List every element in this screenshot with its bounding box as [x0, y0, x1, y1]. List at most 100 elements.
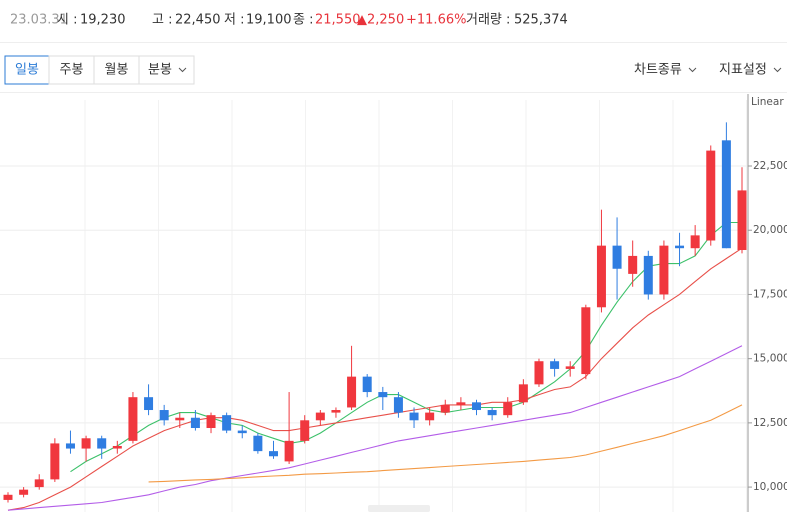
scale-label: Linear [751, 96, 784, 108]
candle [3, 492, 13, 503]
moving-average-line [148, 404, 743, 483]
candle [612, 217, 622, 300]
candle-body [721, 140, 731, 249]
candle [331, 407, 341, 418]
candle-body [440, 404, 450, 413]
candle [34, 474, 44, 490]
candle-body [581, 307, 591, 375]
toolbar: 일봉 주봉 월봉 분봉 차트종류 지표설정 [0, 42, 787, 85]
menu-label: 차트종류 [634, 63, 682, 78]
menu-label: 지표설정 [719, 63, 767, 78]
candle [65, 430, 75, 454]
candle [112, 440, 122, 454]
candle [300, 415, 310, 444]
candle-body [65, 443, 75, 449]
candle-body [19, 489, 29, 495]
candle [487, 407, 497, 421]
candle-body [284, 440, 294, 462]
candle-body [81, 438, 91, 449]
candle-body [550, 361, 560, 369]
candle-body [144, 397, 154, 411]
candle [222, 412, 232, 434]
button-frame [48, 55, 95, 85]
candle [206, 412, 216, 434]
candle-body [378, 392, 388, 398]
candle-body [628, 255, 638, 274]
menu-button[interactable]: 지표설정 [719, 63, 782, 78]
button-label: 분봉 [148, 63, 172, 78]
date: 23.03.31 [10, 13, 68, 28]
candle [347, 345, 357, 411]
candle [190, 410, 200, 431]
low-value: 19,100 [246, 13, 292, 28]
candle [268, 440, 278, 459]
scroll-handle[interactable] [368, 505, 430, 512]
candle [128, 392, 138, 444]
button-frame [138, 55, 195, 85]
chevron-icon [688, 67, 697, 73]
candle [425, 407, 435, 426]
change: ▲2,250 [357, 13, 404, 28]
candle-body [690, 235, 700, 249]
candle-body [300, 420, 310, 441]
candle [253, 433, 263, 454]
candle-body [268, 451, 278, 457]
candle-body [487, 410, 497, 416]
candle [440, 399, 450, 416]
candle [456, 397, 466, 411]
candle-body [456, 402, 466, 405]
candle [534, 358, 544, 387]
candle [550, 358, 560, 377]
candle-body [643, 255, 653, 295]
candle-body [128, 397, 138, 441]
candle [659, 240, 669, 300]
menu-button[interactable]: 차트종류 [634, 63, 697, 78]
candle [596, 209, 606, 313]
candle [721, 122, 731, 249]
candle [175, 412, 185, 429]
candle [81, 435, 91, 462]
candle-body [175, 417, 185, 421]
candle-body [534, 361, 544, 385]
candle-body [659, 245, 669, 295]
candle [628, 240, 638, 287]
button-frame [93, 55, 140, 85]
volume-label: 거래량 : [466, 13, 510, 28]
candle-body [222, 415, 232, 431]
candle-body [315, 412, 325, 421]
header: 23.03.31 시 : 19,230 고 : 22,450 저 : 19,10… [10, 13, 568, 28]
candle-body [112, 445, 122, 449]
candle-body [596, 245, 606, 308]
period-button[interactable]: 일봉 [4, 55, 50, 85]
candle [690, 225, 700, 256]
low-label: 저 : [224, 13, 244, 28]
y-tick-label: 10,000 [753, 481, 787, 493]
candle-body [159, 410, 169, 421]
candle-body [612, 245, 622, 269]
chevron-icon [773, 67, 782, 73]
y-tick-label: 12,500 [753, 417, 787, 429]
change-pct: +11.66% [406, 13, 466, 28]
candle-body [706, 150, 716, 241]
period-button[interactable]: 월봉 [93, 55, 140, 85]
close-label: 종 : [293, 13, 313, 28]
candle-body [237, 430, 247, 434]
candle [706, 145, 716, 246]
candle-body [253, 435, 263, 452]
candle-body [565, 366, 575, 369]
period-button[interactable]: 주봉 [48, 55, 95, 85]
moving-average-line [7, 247, 743, 511]
period-button[interactable]: 분봉 [138, 55, 195, 85]
divider [0, 92, 787, 93]
candle-body [675, 245, 685, 249]
open-value: 19,230 [80, 13, 126, 28]
candle-body [409, 412, 419, 421]
candle-body [50, 443, 60, 480]
y-tick-label: 17,500 [753, 288, 787, 300]
candle [503, 397, 513, 418]
candle-body [362, 376, 372, 393]
candle [19, 487, 29, 498]
moving-average-line [70, 221, 742, 473]
candle [50, 438, 60, 482]
